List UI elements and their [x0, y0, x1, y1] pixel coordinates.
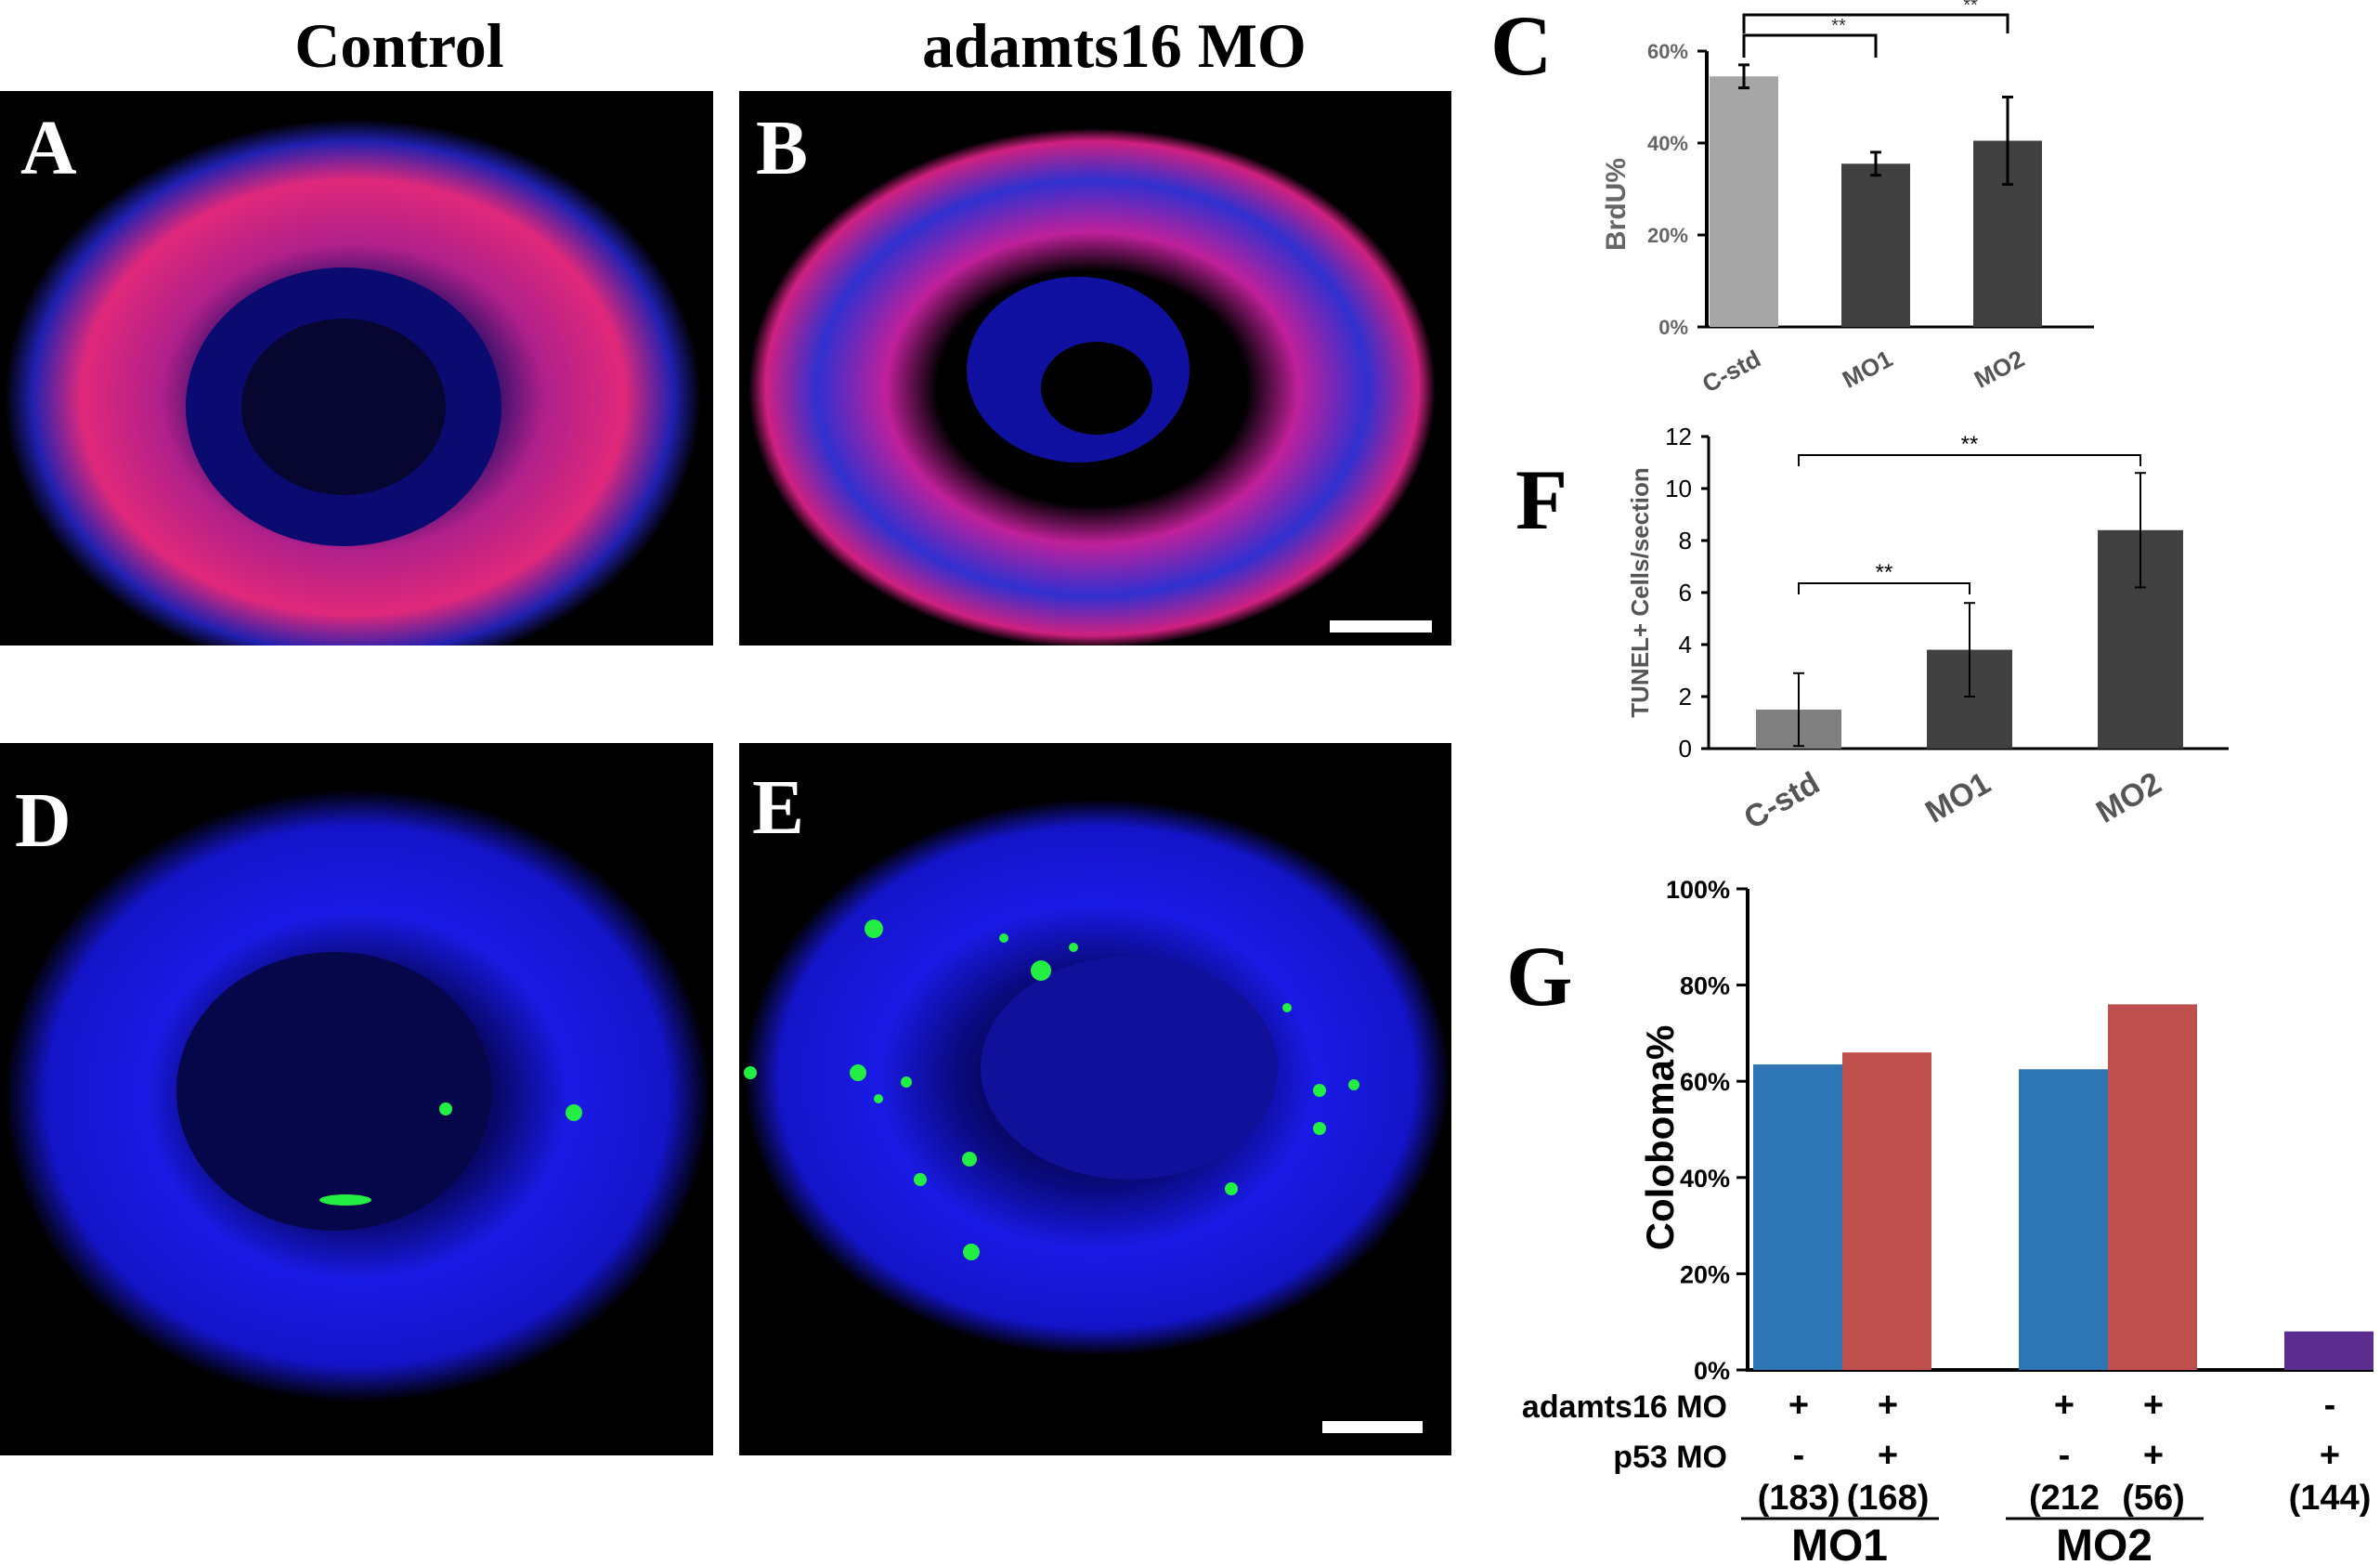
chart-g-p53-sign: - [2059, 1436, 2071, 1475]
chart-f-sig-bracket [1798, 454, 2141, 466]
chart-g-ytick-label: 100% [1666, 876, 1730, 904]
chart-c-xtick-label: C-std [1697, 345, 1765, 398]
chart-g-ytick-label: 40% [1680, 1165, 1730, 1193]
chart-f-tunel: TUNEL+ Cells/section 0 2 4 6 8 10 12 C-std MO1 MO… [1626, 423, 2229, 836]
chart-g-bar [1753, 1064, 1842, 1370]
chart-f-ytick-label: 4 [1679, 631, 1692, 659]
scale-bar-e [1322, 1421, 1423, 1433]
chart-f-ytick-label: 0 [1679, 735, 1692, 763]
morphant-title: adamts16 MO [922, 10, 1307, 81]
micrograph-a-brdu-control: A [0, 91, 713, 646]
chart-f-ytick-label: 6 [1679, 579, 1692, 606]
chart-c-ytick-label: 20% [1647, 224, 1688, 247]
chart-f-ytick-label: 12 [1665, 423, 1692, 450]
chart-f-sig-label: ** [1876, 560, 1893, 585]
chart-g-group-mo1: MO1 [1791, 1521, 1888, 1565]
chart-c-sig-label: ** [1963, 0, 1978, 16]
chart-f-sig-bracket [1798, 582, 1970, 594]
chart-c-ytick-label: 0% [1658, 316, 1688, 339]
chart-g-p53-sign: - [1793, 1436, 1805, 1475]
chart-g-n-label: (168) [1847, 1479, 1930, 1518]
chart-g-ytick-label: 20% [1680, 1260, 1730, 1288]
chart-g-bar [2108, 1004, 2197, 1370]
chart-c-bar [1710, 76, 1778, 327]
micrograph-d-tunel-control: D [0, 743, 713, 1455]
chart-g-bar [2284, 1331, 2373, 1370]
chart-g-n-label: (183) [1758, 1479, 1840, 1518]
chart-g-p53-sign: + [2320, 1436, 2340, 1475]
chart-f-xtick-label: C-std [1738, 765, 1826, 836]
chart-g-adamts16-sign: + [1788, 1386, 1809, 1425]
chart-f-ytick-label: 8 [1679, 527, 1692, 554]
micrograph-e-tunel-morphant: E [739, 743, 1451, 1455]
chart-g-ytick-label: 60% [1680, 1068, 1730, 1096]
chart-g-adamts16-sign: + [2143, 1386, 2164, 1425]
brdu-control-image [5, 119, 701, 646]
chart-g-ytick-label: 80% [1680, 972, 1730, 1000]
chart-c-sig-bracket [1742, 13, 2009, 33]
chart-f-ylabel: TUNEL+ Cells/section [1626, 467, 1654, 717]
chart-c-sig-bracket [1742, 33, 1878, 58]
chart-g-adamts16-sign: + [2054, 1386, 2074, 1425]
chart-c-xtick-label: MO2 [1970, 345, 2029, 394]
chart-g-bar [1842, 1052, 1931, 1370]
panel-label-c: C [1490, 0, 1553, 93]
panel-label-f: F [1515, 452, 1568, 547]
chart-g-n-label: (212 [2029, 1479, 2100, 1518]
scale-bar-b [1330, 620, 1432, 633]
chart-f-xtick-label: MO2 [2090, 765, 2167, 830]
chart-g-adamts16-sign: + [1878, 1386, 1898, 1425]
panel-label-a: A [20, 105, 77, 191]
chart-f-sig-label: ** [1961, 432, 1979, 457]
chart-c-ylabel: BrdU% [1601, 158, 1632, 251]
chart-g-group-mo2: MO2 [2056, 1521, 2152, 1565]
panel-label-g: G [1506, 929, 1573, 1024]
chart-g-p53-sign: + [2143, 1436, 2164, 1475]
tunel-morphant-image [744, 799, 1450, 1356]
chart-c-sig-label: ** [1831, 16, 1846, 36]
panel-label-d: D [15, 777, 72, 864]
chart-f-ytick-label: 10 [1665, 475, 1692, 502]
chart-g-ytick-label: 0% [1694, 1357, 1730, 1385]
chart-g-n-label: (144) [2289, 1479, 2372, 1518]
brdu-morphant-image [748, 128, 1436, 646]
tunel-control-image [5, 789, 710, 1402]
chart-c-xtick-label: MO1 [1838, 345, 1897, 394]
chart-c-bar [1841, 163, 1910, 327]
chart-c-brdu: BrdU% 0% 20% 40% 60% C-std MO1 MO2 ** ** [1601, 0, 2094, 398]
chart-c-ytick-label: 60% [1647, 40, 1688, 63]
panel-label-e: E [752, 764, 805, 851]
chart-g-bar [2019, 1069, 2108, 1370]
chart-g-row-label-adamts16: adamts16 MO [1522, 1389, 1727, 1425]
chart-f-xtick-label: MO1 [1919, 765, 1996, 830]
chart-g-n-label: (56) [2122, 1479, 2185, 1518]
chart-g-row-label-p53: p53 MO [1613, 1440, 1727, 1475]
panel-label-b: B [756, 105, 809, 191]
control-title: Control [294, 10, 504, 81]
micrograph-b-brdu-morphant: B [739, 91, 1451, 646]
chart-f-ytick-label: 2 [1679, 683, 1692, 711]
chart-g-coloboma: Coloboma% adamts16 MO p53 MO MO1 MO2 0% 2… [1522, 876, 2373, 1565]
chart-g-p53-sign: + [1878, 1436, 1898, 1475]
chart-g-ylabel: Coloboma% [1638, 1025, 1682, 1251]
chart-c-ytick-label: 40% [1647, 132, 1688, 155]
chart-g-adamts16-sign: - [2324, 1386, 2336, 1425]
